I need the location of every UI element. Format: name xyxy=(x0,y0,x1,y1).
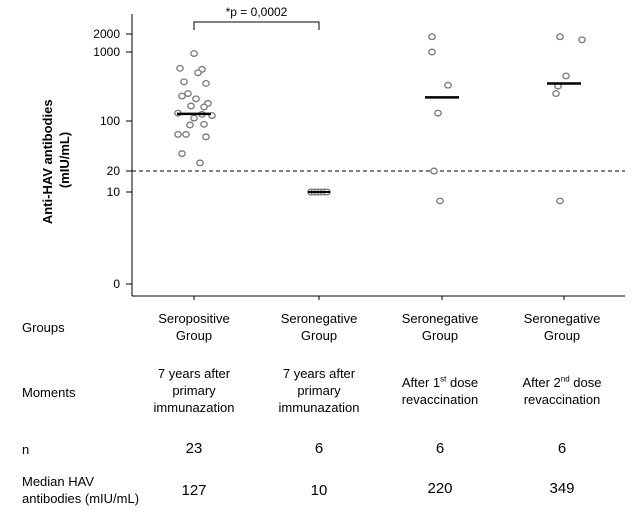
data-point-group3 xyxy=(434,109,442,117)
data-point-group1 xyxy=(187,102,195,110)
col3-group: Seronegative Group xyxy=(380,310,500,344)
y-tick-label: 20 xyxy=(107,164,121,178)
data-point-group1 xyxy=(174,130,182,138)
col4-n: 6 xyxy=(557,440,567,457)
col2-group-line1: Seronegative xyxy=(280,311,358,326)
col2-moment-line1: 7 years after xyxy=(282,366,356,381)
data-point-group1 xyxy=(200,103,208,111)
col3-group-line1: Seronegative xyxy=(401,311,479,326)
data-point-group1 xyxy=(190,50,198,57)
col3-moment-line1a: After 1 xyxy=(401,375,441,390)
data-point-group1 xyxy=(192,95,200,103)
data-points xyxy=(174,33,586,205)
y-axis-label-line1: Anti-HAV antibodies xyxy=(40,99,55,224)
chart-axes xyxy=(131,14,625,300)
col3-median: 220 xyxy=(427,480,453,497)
col1-median: 127 xyxy=(181,482,207,499)
data-point-group1 xyxy=(178,92,186,100)
data-point-group3 xyxy=(428,48,436,56)
row-label-groups: Groups xyxy=(22,320,65,335)
data-point-group4 xyxy=(578,36,586,44)
significance-bracket: *p = 0,0002 xyxy=(193,5,320,30)
col1-moment-line1: 7 years after xyxy=(157,366,231,381)
data-point-group4 xyxy=(552,90,560,97)
data-point-group1 xyxy=(190,114,198,122)
data-point-group1 xyxy=(196,159,204,167)
row-label-median: Median HAV antibodies (mIU/mL) xyxy=(22,473,139,507)
col1-moment: 7 years after primary immunazation xyxy=(134,365,254,416)
median-lines xyxy=(177,82,581,193)
data-point-group1 xyxy=(200,120,208,128)
data-point-group1 xyxy=(176,64,184,72)
y-tick-label: 10 xyxy=(107,185,121,199)
col4-group-line1: Seronegative xyxy=(523,311,601,326)
col3-moment-line1b: dose xyxy=(446,375,479,390)
y-tick-label: 0 xyxy=(113,277,120,291)
row-label-moments: Moments xyxy=(22,385,76,400)
col4-moment-line1: After 2nd dose xyxy=(502,374,622,391)
data-point-group1 xyxy=(182,130,190,138)
col2-group: Seronegative Group xyxy=(259,310,379,344)
data-point-group4 xyxy=(556,197,564,205)
data-point-group3 xyxy=(428,33,436,41)
row-label-n: n xyxy=(22,442,30,457)
col1-group-line2: Group xyxy=(175,328,213,343)
data-point-group1 xyxy=(186,121,194,129)
significance-bracket-line xyxy=(193,21,320,30)
y-tick-label: 100 xyxy=(100,114,120,128)
col2-moment-line3: immunazation xyxy=(278,400,360,415)
y-axis-label-line2: (mIU/mL) xyxy=(57,132,72,188)
col4-moment-sup: nd xyxy=(560,374,570,384)
col1-moment-line3: immunazation xyxy=(153,400,235,415)
y-tick-label: 2000 xyxy=(93,27,120,41)
col4-group: Seronegative Group xyxy=(502,310,622,344)
data-point-group3 xyxy=(436,197,444,205)
data-point-group1 xyxy=(202,133,210,141)
data-point-group1 xyxy=(180,78,188,86)
col3-n: 6 xyxy=(435,440,445,457)
col3-moment-line2: revaccination xyxy=(401,392,479,407)
col4-group-line2: Group xyxy=(543,328,581,343)
col2-median: 10 xyxy=(310,482,328,499)
col2-group-line2: Group xyxy=(300,328,338,343)
col1-group: Seropositive Group xyxy=(134,310,254,344)
data-point-group1 xyxy=(194,69,202,77)
data-point-group1 xyxy=(178,150,186,158)
col2-moment-line2: primary xyxy=(297,383,341,398)
data-point-group3 xyxy=(430,167,438,175)
y-tick-label: 1000 xyxy=(93,45,120,59)
col4-moment: After 2nd dose revaccination xyxy=(502,374,622,408)
row-label-median-line2: antibodies (mIU/mL) xyxy=(22,491,140,506)
col4-moment-line1b: dose xyxy=(569,375,602,390)
row-label-median-line1: Median HAV xyxy=(22,474,95,489)
data-point-group3 xyxy=(444,81,452,89)
col1-n: 23 xyxy=(185,440,203,457)
col4-moment-line1a: After 2 xyxy=(522,375,561,390)
data-point-group1 xyxy=(202,80,210,87)
data-point-group4 xyxy=(556,33,564,41)
col1-moment-line2: primary xyxy=(172,383,216,398)
col3-moment-sup: st xyxy=(440,374,447,384)
col3-moment-line1: After 1st dose xyxy=(380,374,500,391)
col4-moment-line2: revaccination xyxy=(523,392,601,407)
col2-moment: 7 years after primary immunazation xyxy=(259,365,379,416)
col2-n: 6 xyxy=(314,440,324,457)
data-point-group4 xyxy=(562,72,570,80)
col3-group-line2: Group xyxy=(421,328,459,343)
col1-group-line1: Seropositive xyxy=(158,311,230,326)
y-axis-label: Anti-HAV antibodies (mIU/mL) xyxy=(40,96,72,224)
col3-moment: After 1st dose revaccination xyxy=(380,374,500,408)
significance-label: *p = 0,0002 xyxy=(226,5,288,19)
col4-median: 349 xyxy=(549,480,575,497)
